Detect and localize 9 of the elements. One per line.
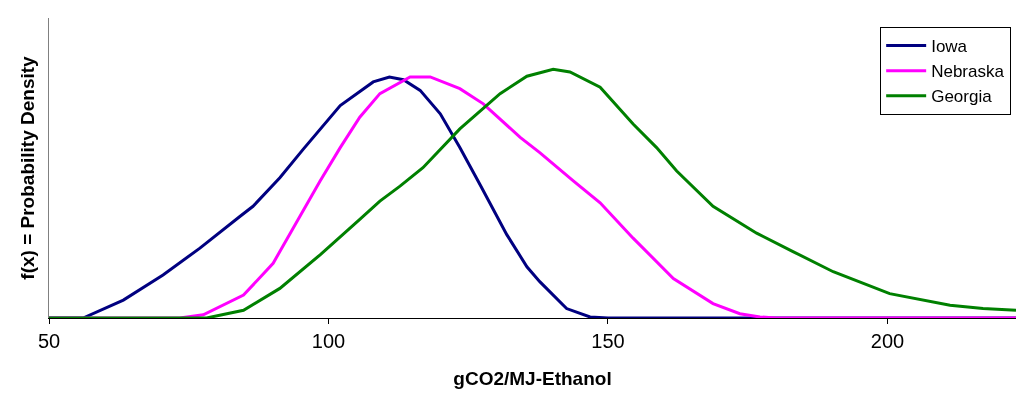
legend-label: Georgia (931, 87, 993, 107)
x-tick-label: 100 (311, 330, 346, 352)
x-tick-label: 150 (591, 330, 625, 352)
legend-label: Nebraska (931, 62, 1005, 82)
y-axis-title: f(x) = Probability Density (16, 55, 38, 280)
x-tick-label: 50 (37, 330, 61, 352)
x-tick-label: 200 (870, 330, 905, 352)
legend-label: Iowa (931, 37, 968, 57)
x-axis-title: gCO2/MJ-Ethanol (453, 367, 612, 389)
